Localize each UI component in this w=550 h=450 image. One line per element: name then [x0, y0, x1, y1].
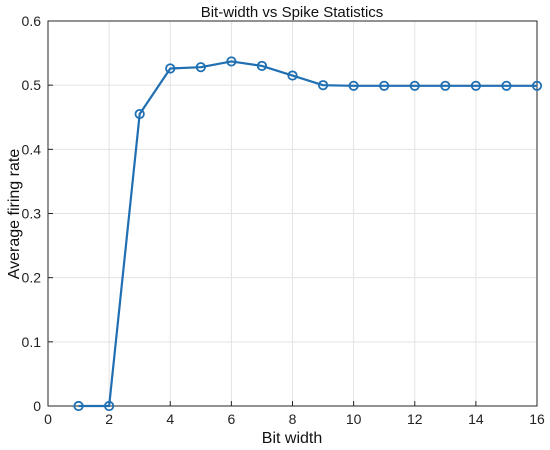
x-tick-label: 2: [105, 411, 113, 427]
data-point-marker: [348, 80, 359, 91]
data-point-marker: [379, 80, 390, 91]
y-tick-label: 0.6: [22, 13, 42, 29]
data-point-marker: [195, 62, 206, 73]
data-point-marker: [317, 80, 329, 91]
data-point-marker: [531, 80, 543, 91]
y-tick-label: 0.3: [22, 206, 42, 222]
data-point-marker: [287, 70, 298, 81]
data-point-marker: [440, 80, 451, 91]
x-tick-label: 16: [529, 411, 545, 427]
x-tick-label: 12: [407, 411, 423, 427]
series-line: [78, 60, 537, 408]
y-axis-label: Average firing rate: [6, 149, 23, 280]
data-point-marker: [409, 80, 420, 91]
x-tick-label: 6: [227, 411, 235, 427]
chart-title: Bit-width vs Spike Statistics: [201, 4, 384, 21]
x-tick-label: 10: [346, 411, 362, 427]
y-tick-label: 0.2: [22, 270, 42, 286]
y-tick-label: 0: [33, 398, 41, 414]
data-point-marker: [165, 63, 176, 74]
data-point-marker: [501, 80, 512, 91]
data-point-marker: [73, 400, 84, 412]
y-tick-label: 0.1: [22, 334, 42, 350]
grid: [47, 20, 538, 407]
x-tick-label: 0: [44, 411, 52, 427]
data-point-marker: [470, 80, 481, 91]
y-axis: 0 0.1 0.2 0.3 0.4 0.5 0.6: [22, 13, 53, 414]
data-point-marker: [104, 400, 115, 412]
y-tick-label: 0.5: [22, 77, 42, 93]
x-axis-label: Bit width: [262, 430, 322, 447]
data-point-marker: [256, 60, 268, 72]
series-line-group: [73, 56, 543, 412]
data-point-marker: [134, 108, 145, 120]
y-tick-label: 0.4: [22, 141, 42, 157]
x-tick-label: 8: [289, 411, 297, 427]
x-tick-label: 14: [468, 411, 484, 427]
data-point-marker: [226, 56, 237, 67]
x-axis: 0 2 4 6 8 10 12 14 16: [44, 401, 545, 427]
x-tick-label: 4: [166, 411, 174, 427]
